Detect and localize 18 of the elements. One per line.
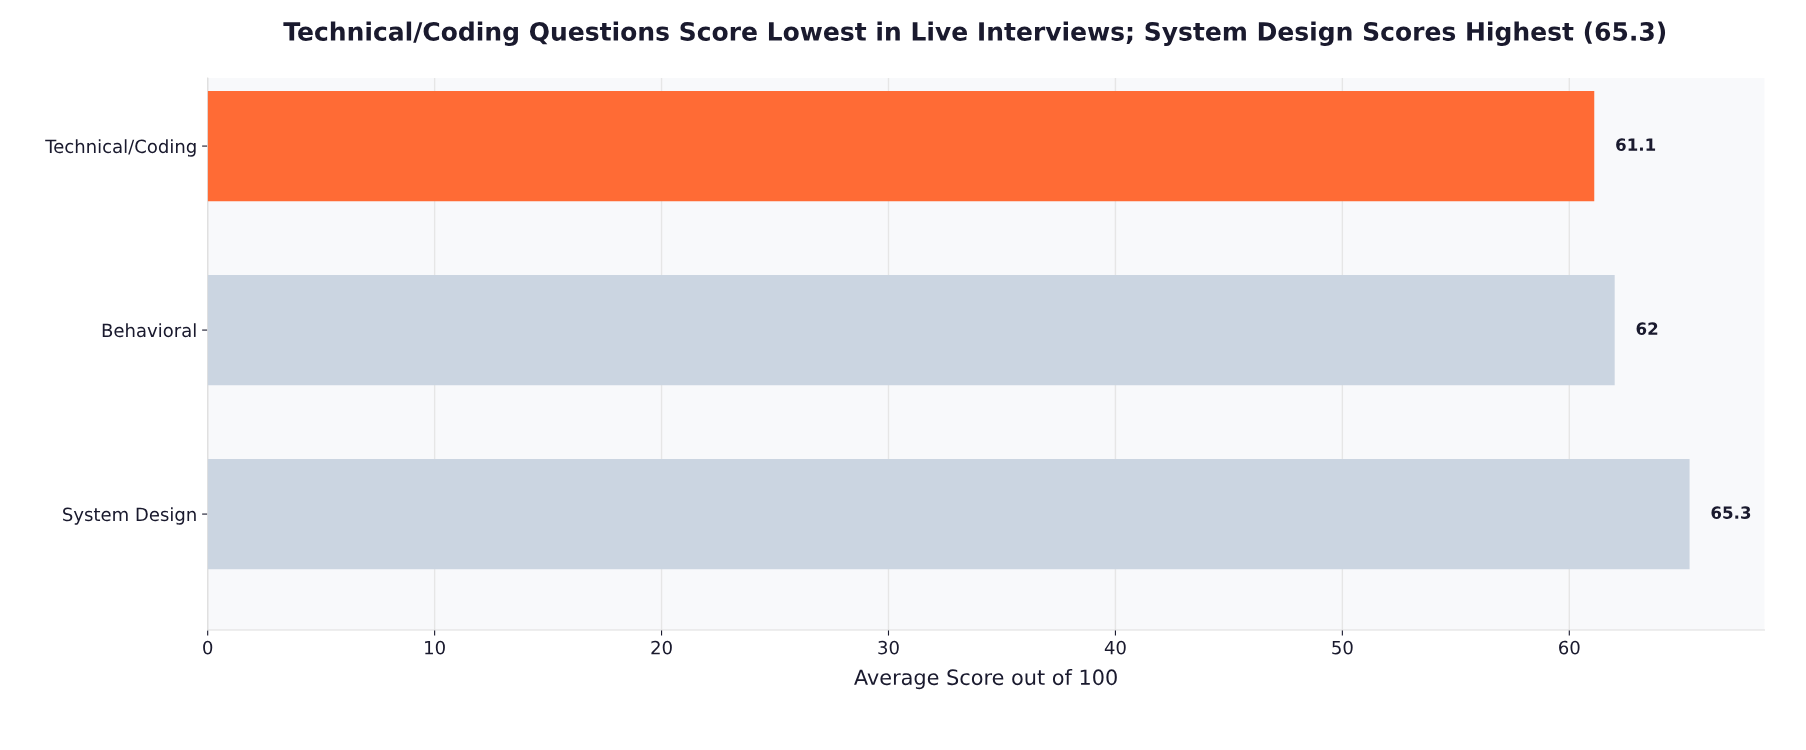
data-label: 61.1 [1616,138,1656,151]
x-tick-label: 20 [651,640,672,655]
data-label: 62 [1636,322,1658,335]
chart-title: Technical/Coding Questions Score Lowest in Live Interviews; System Design Scores Highest (65.3) [283,21,1666,46]
x-tick-label: 60 [1559,640,1580,655]
x-tick-label: 30 [878,640,899,655]
x-tick-label: 50 [1332,640,1353,655]
x-tick-label: 10 [425,640,445,655]
x-tick-label: 40 [1104,640,1126,655]
y-tick-label: System Design [63,507,196,525]
bar [207,274,1615,386]
data-label: 65.3 [1711,506,1751,519]
bar [207,90,1595,202]
bar [207,458,1690,570]
y-tick-label: Technical/Coding [45,139,196,157]
y-tick-label: Behavioral [102,323,196,338]
x-tick-label: 0 [203,640,213,655]
x-axis-title: Average Score out of 100 [854,669,1117,690]
